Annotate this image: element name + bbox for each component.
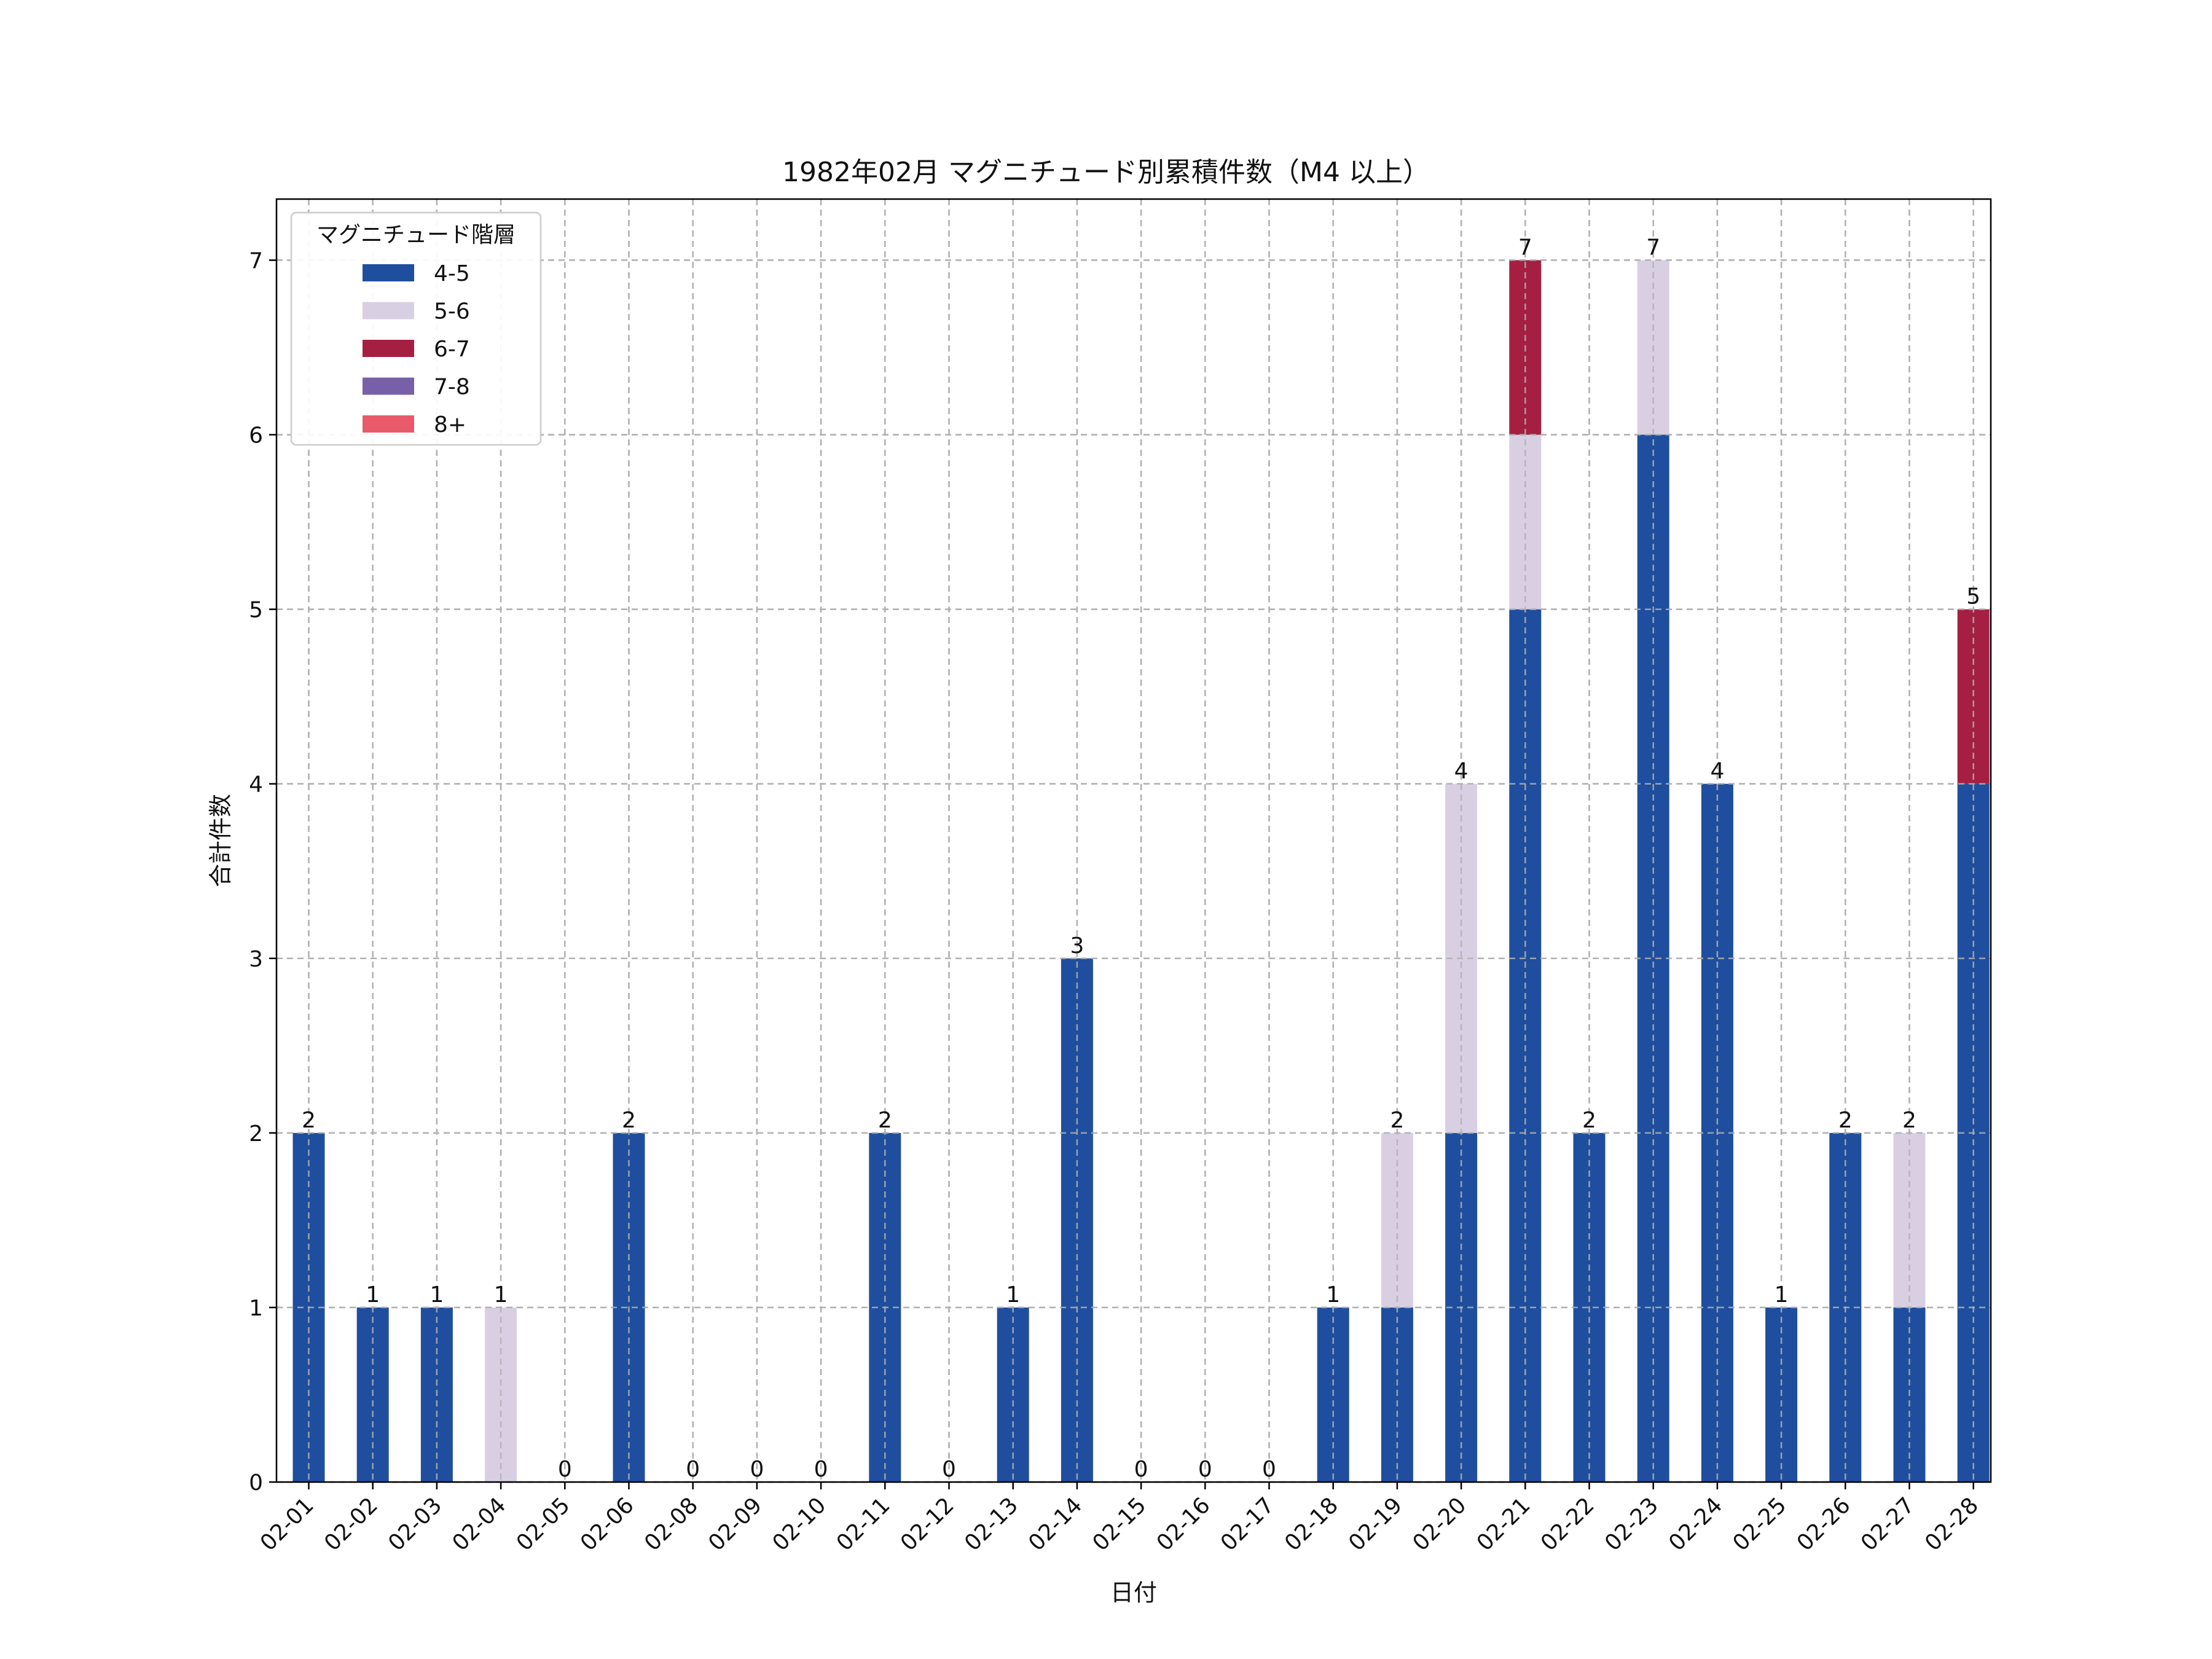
data-label: 1 — [1775, 1282, 1789, 1308]
plot-frame — [275, 198, 1992, 1483]
data-label: 0 — [1262, 1457, 1276, 1482]
data-label: 1 — [1006, 1282, 1020, 1308]
data-label: 1 — [1326, 1282, 1340, 1308]
bar-segment — [1893, 1132, 1926, 1308]
y-tick-label: 2 — [249, 1121, 263, 1147]
data-label: 1 — [366, 1282, 380, 1308]
y-tick-label: 5 — [249, 598, 263, 623]
data-label: 0 — [750, 1457, 764, 1482]
legend-label: 4-5 — [434, 261, 470, 286]
y-axis-label: 合計件数 — [207, 794, 234, 887]
data-label: 1 — [429, 1282, 444, 1308]
data-label: 0 — [1198, 1457, 1212, 1482]
legend-title: マグニチュード階層 — [316, 222, 516, 248]
y-tick-label: 7 — [249, 248, 263, 273]
legend-label: 5-6 — [434, 299, 470, 324]
data-label: 0 — [942, 1457, 956, 1482]
data-label: 2 — [1902, 1108, 1916, 1133]
legend-swatch — [363, 377, 414, 395]
chart-title: 1982年02月 マグニチュード別累積件数（M4 以上） — [782, 157, 1430, 188]
data-label: 7 — [1646, 235, 1660, 260]
data-label: 0 — [1134, 1457, 1148, 1482]
y-tick-label: 6 — [249, 423, 263, 449]
data-label: 1 — [494, 1282, 508, 1308]
data-label: 4 — [1454, 759, 1469, 784]
legend-items: 4-5 5-6 6-7 7-8 8+ — [363, 261, 470, 437]
data-label: 4 — [1710, 759, 1724, 784]
data-label: 3 — [1070, 933, 1084, 959]
legend-label: 8+ — [434, 412, 466, 437]
legend-label: 7-8 — [434, 375, 470, 400]
legend-swatch — [363, 415, 414, 433]
data-label: 5 — [1966, 584, 1980, 610]
data-label: 2 — [878, 1108, 892, 1133]
bar-segment — [1637, 434, 1669, 1482]
legend-box — [290, 211, 542, 446]
y-axis: 0 1 2 3 4 5 6 7 — [249, 248, 276, 1496]
data-labels: 2 1 1 1 0 2 0 0 0 2 0 1 3 0 0 0 1 2 4 7 2 7 4 1 2 2 5 — [302, 235, 1980, 1482]
data-label: 0 — [686, 1457, 700, 1482]
legend: マグニチュード階層 4-5 5-6 6-7 7-8 8+ — [290, 211, 542, 446]
x-axis-label: 日付 — [1110, 1579, 1157, 1606]
bar-segment — [1381, 1132, 1413, 1308]
data-label: 0 — [558, 1457, 572, 1482]
data-label: 0 — [814, 1457, 828, 1482]
y-tick-label: 0 — [249, 1470, 263, 1496]
y-tick-label: 4 — [249, 772, 263, 798]
legend-label: 6-7 — [434, 337, 470, 362]
data-label: 2 — [1390, 1108, 1404, 1133]
legend-swatch — [363, 302, 414, 320]
data-label: 2 — [302, 1108, 316, 1133]
legend-swatch — [363, 264, 414, 281]
y-tick-label: 3 — [249, 947, 263, 972]
legend-swatch — [363, 340, 414, 357]
data-label: 2 — [622, 1108, 636, 1133]
data-label: 2 — [1838, 1108, 1853, 1133]
y-tick-label: 1 — [249, 1296, 263, 1321]
data-label: 7 — [1518, 235, 1532, 260]
data-label: 2 — [1582, 1108, 1596, 1133]
